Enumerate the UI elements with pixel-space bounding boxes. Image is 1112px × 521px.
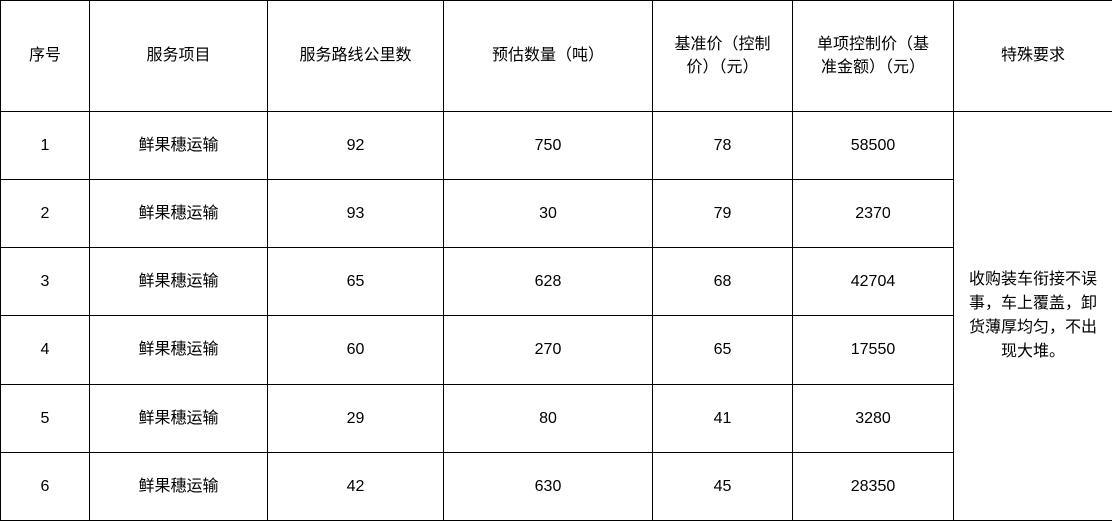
cell-item-control-price: 17550 (792, 315, 954, 385)
cell-base-price: 68 (652, 247, 793, 317)
cell-estimated-qty: 80 (443, 383, 653, 453)
header-service-item: 服务项目 (89, 0, 268, 112)
table-row: 2 鲜果穗运输 93 30 79 2370 (0, 179, 1112, 249)
table-row: 4 鲜果穗运输 60 270 65 17550 (0, 315, 1112, 385)
header-special-requirements: 特殊要求 (953, 0, 1112, 112)
cell-route-km: 29 (267, 383, 444, 453)
cell-item-control-price: 3280 (792, 383, 954, 453)
cell-estimated-qty: 30 (443, 179, 653, 249)
cell-service-item: 鲜果穗运输 (89, 315, 268, 385)
header-row: 序号 服务项目 服务路线公里数 预估数量（吨） 基准价（控制价）（元） 单项控制… (0, 0, 1112, 112)
cell-item-control-price: 2370 (792, 179, 954, 249)
cell-seq: 5 (0, 383, 90, 453)
header-seq: 序号 (0, 0, 90, 112)
cell-service-item: 鲜果穗运输 (89, 247, 268, 317)
cell-seq: 1 (0, 110, 90, 181)
cell-base-price: 79 (652, 179, 793, 249)
table-row: 3 鲜果穗运输 65 628 68 42704 (0, 247, 1112, 317)
cell-route-km: 60 (267, 315, 444, 385)
cell-seq: 4 (0, 315, 90, 385)
cell-special-requirements: 收购装车衔接不误事，车上覆盖，卸货薄厚均匀，不出现大堆。 (953, 111, 1112, 521)
cell-route-km: 93 (267, 179, 444, 249)
cell-seq: 3 (0, 247, 90, 317)
cell-route-km: 92 (267, 110, 444, 181)
cell-base-price: 45 (652, 451, 793, 521)
cell-route-km: 42 (267, 451, 444, 521)
cell-estimated-qty: 630 (443, 451, 653, 521)
cell-seq: 6 (0, 451, 90, 521)
cell-service-item: 鲜果穗运输 (89, 383, 268, 453)
cell-seq: 2 (0, 179, 90, 249)
cell-route-km: 65 (267, 247, 444, 317)
cell-base-price: 41 (652, 383, 793, 453)
cell-estimated-qty: 270 (443, 315, 653, 385)
cell-estimated-qty: 750 (443, 110, 653, 181)
table-row: 5 鲜果穗运输 29 80 41 3280 (0, 383, 1112, 453)
cell-base-price: 78 (652, 110, 793, 181)
header-base-price: 基准价（控制价）（元） (652, 0, 793, 112)
cell-service-item: 鲜果穗运输 (89, 179, 268, 249)
cell-estimated-qty: 628 (443, 247, 653, 317)
header-estimated-qty: 预估数量（吨） (443, 0, 653, 112)
table-row: 1 鲜果穗运输 92 750 78 58500 收购装车衔接不误事，车上覆盖，卸… (0, 110, 1112, 521)
cell-service-item: 鲜果穗运输 (89, 110, 268, 181)
header-item-control-price: 单项控制价（基准金额）（元） (792, 0, 954, 112)
cell-item-control-price: 42704 (792, 247, 954, 317)
cell-item-control-price: 58500 (792, 110, 954, 181)
header-route-km: 服务路线公里数 (267, 0, 444, 112)
cell-item-control-price: 28350 (792, 451, 954, 521)
table-row: 6 鲜果穗运输 42 630 45 28350 (0, 451, 1112, 521)
cell-service-item: 鲜果穗运输 (89, 451, 268, 521)
cell-base-price: 65 (652, 315, 793, 385)
